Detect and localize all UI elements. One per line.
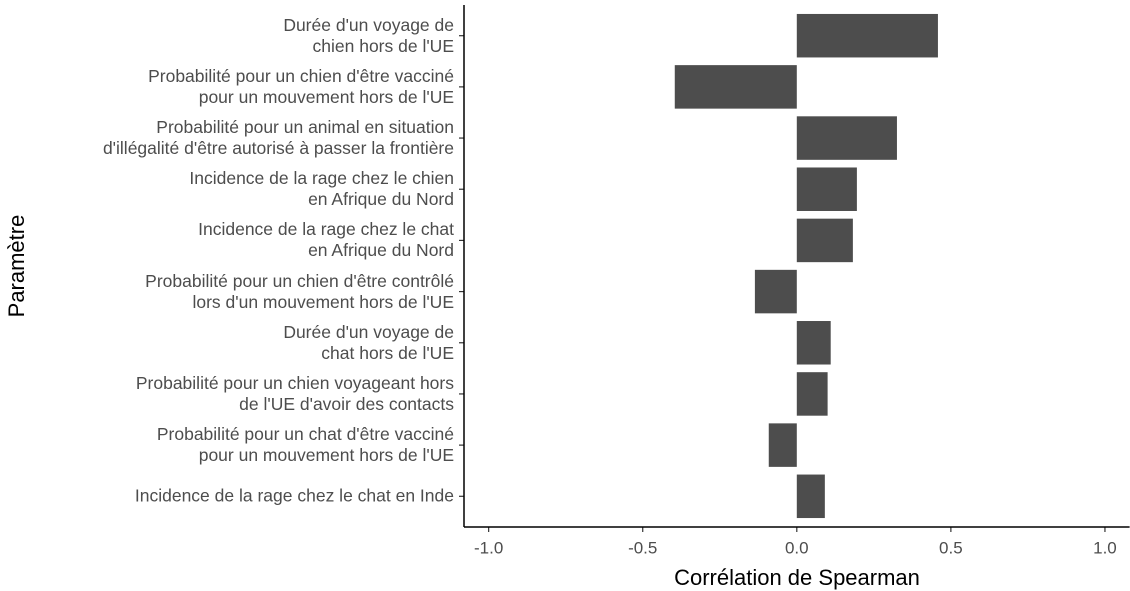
bar [674, 65, 797, 109]
x-tick-label: -0.5 [628, 538, 657, 557]
y-tick-label: Durée d'un voyage de chat hors de l'UE [283, 321, 454, 363]
bar [796, 372, 828, 416]
x-tick-label: 0.5 [939, 538, 963, 557]
y-tick-label: Probabilité pour un chien voyageant hors… [135, 372, 454, 414]
bar [796, 167, 857, 211]
y-tick-label: Probabilité pour un chien d'être vacciné… [148, 65, 454, 107]
bar [754, 269, 797, 314]
y-tick-label: Incidence de la rage chez le chat en Afr… [198, 219, 454, 261]
bar [796, 13, 938, 58]
y-tick-label: Probabilité pour un chat d'être vacciné … [156, 424, 454, 466]
y-tick-label: Incidence de la rage chez le chien en Af… [189, 168, 454, 210]
y-tick-label: Incidence de la rage chez le chat en Ind… [134, 485, 454, 506]
bar [796, 116, 897, 160]
x-tick-label: 0.0 [785, 538, 809, 557]
y-tick-label: Probabilité pour un animal en situation … [102, 117, 454, 159]
x-axis-title: Corrélation de Spearman [674, 565, 920, 590]
bar [796, 474, 825, 519]
x-tick-label: 1.0 [1093, 538, 1117, 557]
bar [796, 321, 831, 365]
y-tick-label: Durée d'un voyage de chien hors de l'UE [283, 14, 454, 56]
y-tick-label: Probabilité pour un chien d'être contrôl… [145, 270, 454, 312]
y-axis-title: Paramètre [4, 215, 29, 318]
x-tick-label: -1.0 [474, 538, 503, 557]
bar [796, 218, 853, 263]
bar [768, 423, 797, 467]
